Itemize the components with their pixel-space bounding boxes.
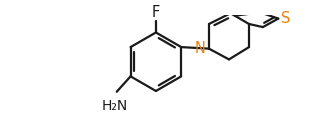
- Text: N: N: [194, 41, 205, 56]
- Text: H₂N: H₂N: [102, 99, 128, 113]
- Text: F: F: [152, 5, 160, 20]
- Text: S: S: [281, 11, 291, 26]
